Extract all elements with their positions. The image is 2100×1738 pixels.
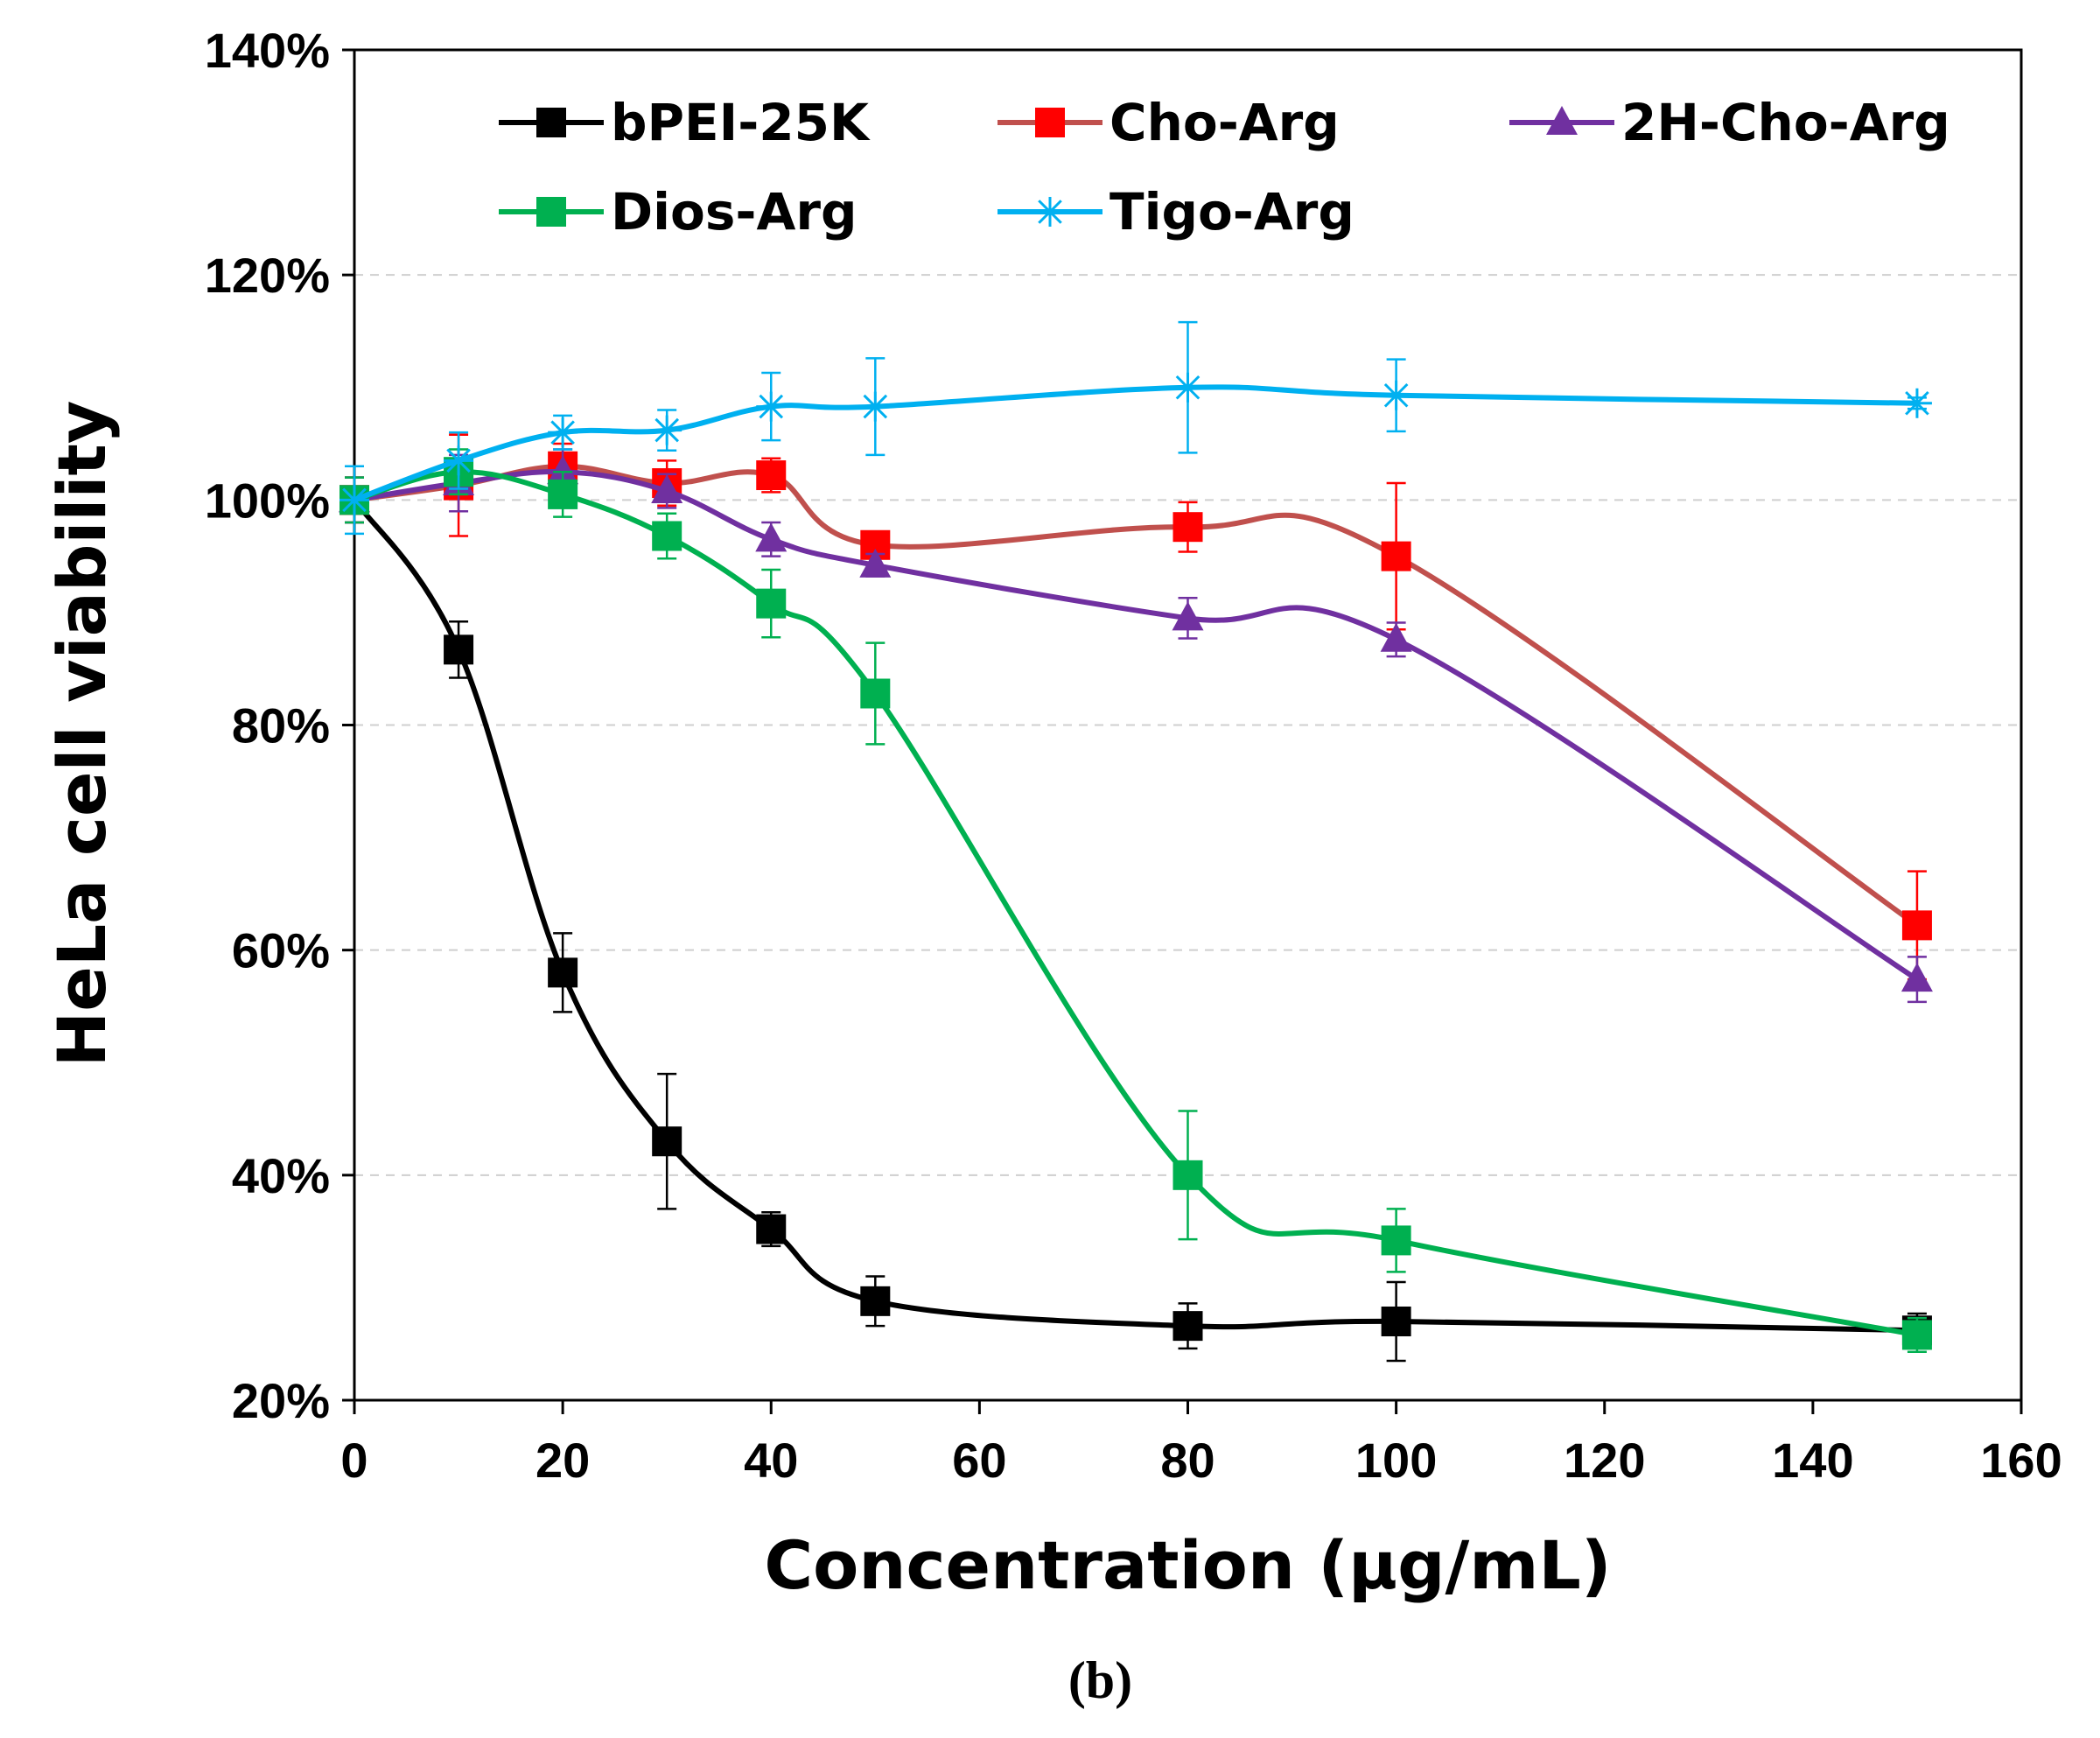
- data-point-tigo-arg: [548, 417, 578, 448]
- data-point-bpei-25k: [860, 1286, 891, 1316]
- x-tick-label: 60: [952, 1433, 1006, 1488]
- x-axis-title: Concentration (μg/mL): [764, 1526, 1611, 1604]
- data-point-bpei-25k: [1381, 1306, 1411, 1336]
- series-cho-arg: [340, 433, 1932, 981]
- legend-label-tigo-arg: Tigo-Arg: [1110, 182, 1354, 242]
- y-tick-label: 140%: [205, 23, 330, 78]
- x-tick-label: 160: [1980, 1433, 2062, 1488]
- y-tick-label: 60%: [232, 923, 330, 978]
- data-point-cho-arg: [1381, 541, 1411, 571]
- series-tigo-arg: [340, 320, 1932, 536]
- series-layer: [339, 320, 1933, 1363]
- series-line-2h-cho-arg: [354, 468, 1919, 982]
- series-dios-arg: [340, 448, 1932, 1353]
- data-point-2h-cho-arg: [1380, 622, 1412, 652]
- legend-label-2h-cho-arg: 2H-Cho-Arg: [1621, 93, 1950, 152]
- legend-item-dios-arg: Dios-Arg: [499, 182, 857, 242]
- data-point-tigo-arg: [756, 391, 787, 422]
- y-axis-title: HeLa cell viability: [43, 401, 121, 1068]
- legend-marker-tigo-arg: [1035, 197, 1065, 227]
- data-point-2h-cho-arg: [755, 522, 788, 552]
- y-tick-label: 20%: [232, 1373, 330, 1428]
- data-point-dios-arg: [860, 678, 891, 709]
- data-point-tigo-arg: [860, 391, 891, 422]
- data-point-bpei-25k: [756, 1214, 787, 1244]
- data-point-tigo-arg: [1381, 380, 1411, 410]
- data-point-2h-cho-arg: [547, 455, 579, 485]
- x-tick-label: 40: [744, 1433, 798, 1488]
- y-tick-label: 120%: [205, 248, 330, 303]
- legend-item-2h-cho-arg: 2H-Cho-Arg: [1509, 93, 1950, 152]
- data-point-tigo-arg: [652, 415, 682, 445]
- data-point-dios-arg: [652, 521, 682, 551]
- data-point-2h-cho-arg: [651, 474, 683, 504]
- data-point-tigo-arg: [1901, 388, 1932, 418]
- data-point-tigo-arg: [340, 485, 369, 515]
- legend-item-tigo-arg: Tigo-Arg: [998, 182, 1354, 242]
- x-tick-label: 140: [1772, 1433, 1853, 1488]
- data-point-2h-cho-arg: [1900, 963, 1933, 992]
- series-line-dios-arg: [354, 469, 1918, 1338]
- legend-marker-2h-cho-arg: [1546, 106, 1578, 135]
- legend-label-dios-arg: Dios-Arg: [611, 182, 857, 242]
- legend-label-cho-arg: Cho-Arg: [1110, 93, 1340, 152]
- legend-item-bpei-25k: bPEI-25K: [499, 93, 871, 152]
- series-line-tigo-arg: [353, 384, 1917, 503]
- data-point-dios-arg: [1381, 1225, 1411, 1256]
- data-point-tigo-arg: [444, 445, 474, 476]
- x-tick-label: 80: [1160, 1433, 1214, 1488]
- data-point-2h-cho-arg: [859, 548, 892, 578]
- data-point-cho-arg: [1901, 910, 1932, 941]
- data-point-dios-arg: [548, 479, 578, 509]
- data-point-dios-arg: [1901, 1320, 1932, 1350]
- data-point-tigo-arg: [1172, 372, 1203, 403]
- data-point-bpei-25k: [1172, 1311, 1203, 1342]
- data-point-dios-arg: [756, 588, 787, 619]
- legend-item-cho-arg: Cho-Arg: [998, 93, 1340, 152]
- x-tick-label: 120: [1564, 1433, 1645, 1488]
- panel-label: (b): [1068, 1651, 1132, 1709]
- series-line-bpei-25k: [352, 498, 1917, 1334]
- legend-marker-cho-arg: [1035, 108, 1065, 137]
- legend-marker-dios-arg: [536, 197, 566, 227]
- x-tick-label: 0: [340, 1433, 368, 1488]
- axes: 20% 40% 60% 80% 100% 120% 140% 0 20 40 60 80 100 120 1…: [205, 23, 2062, 1488]
- data-point-2h-cho-arg: [1172, 601, 1204, 631]
- x-tick-label: 20: [536, 1433, 590, 1488]
- y-tick-label: 100%: [205, 473, 330, 528]
- data-point-dios-arg: [1172, 1160, 1203, 1190]
- data-point-cho-arg: [1172, 512, 1203, 543]
- data-point-bpei-25k: [652, 1126, 682, 1157]
- x-tick-label: 100: [1355, 1433, 1437, 1488]
- legend: bPEI-25K Cho-Arg 2H-Cho-Arg Dios-Arg Tigo-Ar…: [499, 93, 1950, 242]
- legend-marker-bpei-25k: [536, 108, 566, 137]
- data-point-bpei-25k: [444, 634, 474, 665]
- gridlines: [354, 274, 2021, 1176]
- series-line-cho-arg: [354, 463, 1919, 928]
- data-point-bpei-25k: [548, 957, 578, 988]
- y-tick-label: 80%: [232, 698, 330, 753]
- data-point-cho-arg: [756, 460, 787, 491]
- legend-label-bpei-25k: bPEI-25K: [611, 93, 871, 152]
- y-tick-label: 40%: [232, 1148, 330, 1203]
